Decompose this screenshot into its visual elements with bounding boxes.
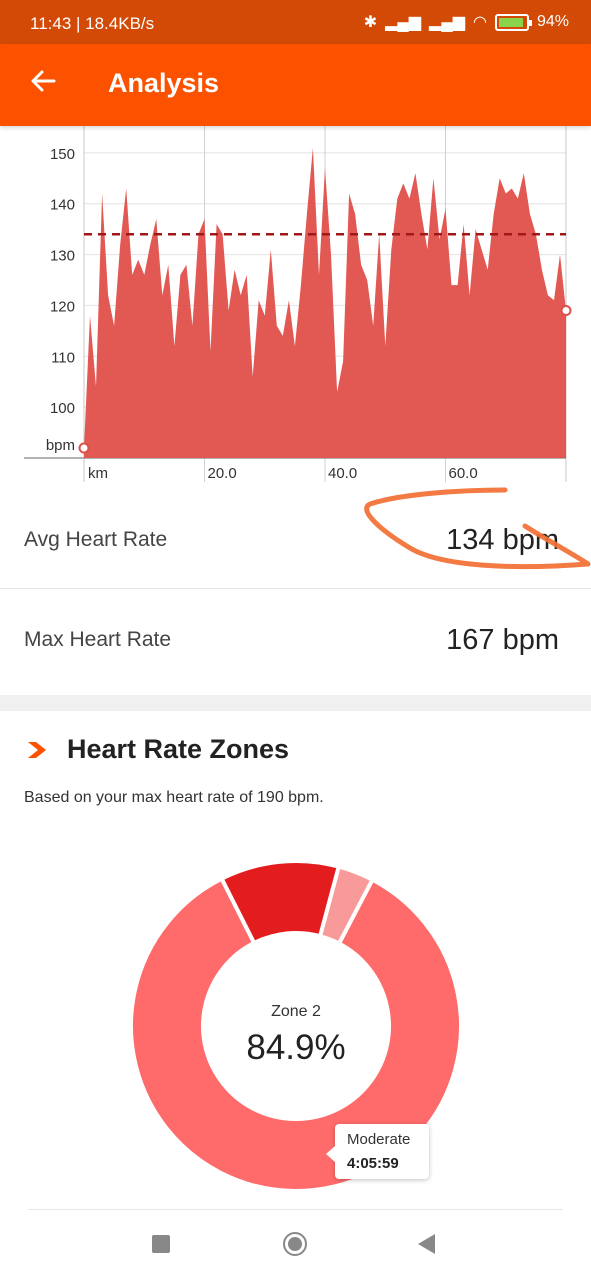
y-tick-label: 130: [50, 248, 75, 265]
zone-tooltip: Moderate 4:05:59: [326, 1124, 429, 1179]
zones-donut-chart[interactable]: [130, 860, 462, 1192]
y-tick-label: 100: [50, 400, 75, 417]
x-tick-label: 40.0: [328, 465, 357, 482]
donut-center-value: 84.9%: [246, 1028, 346, 1067]
wifi-icon: ◠: [473, 14, 487, 31]
chevron-right-icon: [28, 742, 46, 758]
y-axis-label: bpm: [46, 437, 75, 454]
navigation-bar: [0, 1210, 591, 1280]
tooltip-zone-name: Moderate: [347, 1131, 411, 1148]
battery-percent: 94%: [536, 13, 569, 30]
battery-charging-icon: [494, 13, 532, 31]
x-tick-label: 60.0: [449, 465, 478, 482]
avg-heart-rate-label: Avg Heart Rate: [24, 528, 168, 551]
status-time: 11:43 | 18.4KB/s: [30, 14, 155, 33]
y-tick-label: 150: [50, 146, 75, 163]
max-heart-rate-row: Max Heart Rate 167 bpm: [0, 590, 591, 690]
y-tick-label: 110: [51, 349, 75, 366]
zones-subtitle: Based on your max heart rate of 190 bpm.: [24, 789, 324, 806]
y-tick-label: 140: [50, 197, 75, 214]
tooltip-zone-time: 4:05:59: [347, 1155, 399, 1172]
y-tick-label: 120: [50, 298, 75, 315]
arrow-left-icon[interactable]: [28, 66, 58, 96]
x-tick-label: 20.0: [208, 465, 237, 482]
divider: [28, 1209, 563, 1210]
home-icon[interactable]: [283, 1232, 307, 1256]
signal-icon: ▂▄▆: [385, 14, 422, 31]
divider: [0, 588, 591, 589]
end-marker: [560, 305, 572, 317]
section-separator: [0, 695, 591, 711]
max-heart-rate-label: Max Heart Rate: [24, 628, 172, 651]
page-title: Analysis: [108, 68, 220, 98]
back-triangle-icon[interactable]: [418, 1234, 435, 1254]
donut-slice-zone-3[interactable]: [219, 860, 342, 946]
bluetooth-icon: ✱: [363, 14, 378, 31]
status-bar: 11:43 | 18.4KB/s ✱ ▂▄▆ ▂▄▆ ◠ 94%: [0, 0, 591, 44]
status-icons: ✱ ▂▄▆ ▂▄▆ ◠ 94%: [364, 12, 569, 32]
heart-rate-area: [84, 147, 566, 459]
x-axis-label: km: [88, 465, 108, 482]
zones-title: Heart Rate Zones: [67, 734, 290, 764]
max-heart-rate-value: 167 bpm: [446, 624, 559, 656]
recent-apps-icon[interactable]: [152, 1235, 170, 1253]
avg-heart-rate-value: 134 bpm: [446, 524, 559, 556]
donut-center-label: Zone 2: [271, 1003, 321, 1020]
avg-heart-rate-row: Avg Heart Rate 134 bpm: [0, 490, 591, 588]
app-bar: Analysis: [0, 44, 591, 126]
donut-slice-zone-2[interactable]: [130, 875, 462, 1192]
start-marker: [78, 442, 90, 454]
signal-icon: ▂▄▆: [429, 14, 465, 31]
